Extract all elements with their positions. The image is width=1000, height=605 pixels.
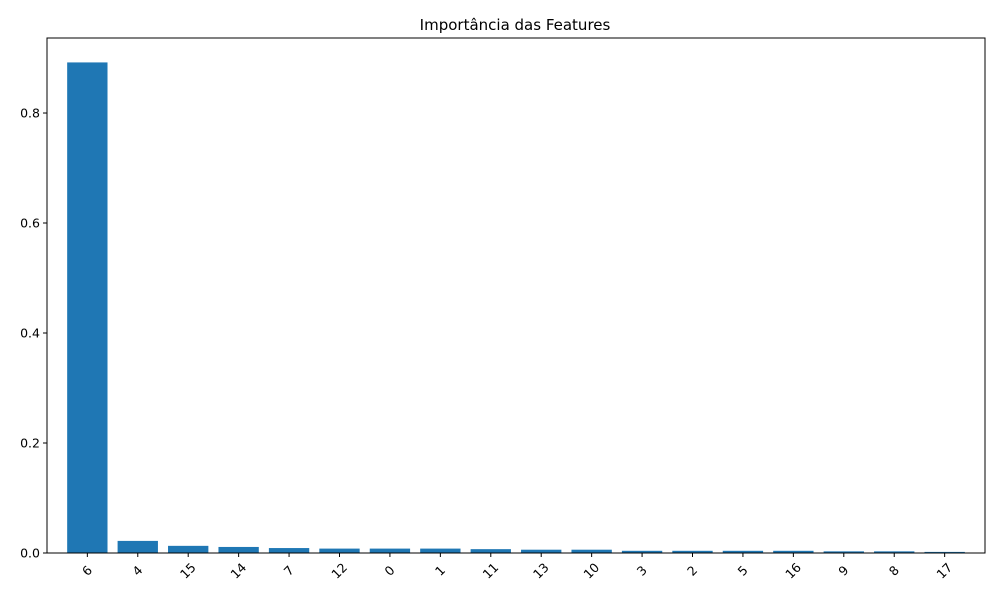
bar-3 xyxy=(621,550,663,553)
x-tick-label: 9 xyxy=(835,562,851,578)
bar-6 xyxy=(67,62,108,554)
x-tick-label: 4 xyxy=(129,562,145,578)
x-tick-label: 11 xyxy=(480,560,502,582)
bar-13 xyxy=(521,549,562,553)
x-tick-label: 0 xyxy=(381,562,397,578)
x-tick-label: 5 xyxy=(734,563,750,579)
y-tick-label: 0.8 xyxy=(20,106,40,121)
x-tick-label: 12 xyxy=(328,560,350,582)
x-tick-label: 13 xyxy=(530,560,552,582)
bar-16 xyxy=(773,550,814,553)
bar-2 xyxy=(672,550,713,553)
bar-12 xyxy=(319,548,360,553)
chart-title: Importância das Features xyxy=(420,16,611,34)
x-tick-label: 3 xyxy=(634,563,650,579)
bar-17 xyxy=(924,551,965,553)
y-axis-ticks: 0.0 0.2 0.4 0.6 0.8 xyxy=(20,106,47,561)
y-tick-label: 0.6 xyxy=(20,216,40,231)
bar-14 xyxy=(218,546,259,553)
x-tick-label: 17 xyxy=(933,560,955,582)
bars-layer xyxy=(67,62,965,554)
x-axis-ticks: 6 4 15 14 7 12 0 1 11 13 10 3 2 5 16 9 8 17 xyxy=(79,553,955,582)
bar-15 xyxy=(168,545,209,553)
bar-4 xyxy=(117,540,158,553)
x-tick-label: 7 xyxy=(281,563,297,579)
bar-5 xyxy=(722,550,764,553)
x-tick-label: 2 xyxy=(684,563,700,579)
x-tick-label: 1 xyxy=(432,563,448,579)
y-tick-label: 0.2 xyxy=(20,436,40,451)
plot-frame xyxy=(46,37,986,554)
bar-11 xyxy=(470,549,511,553)
x-tick-label: 16 xyxy=(782,560,804,582)
x-tick-label: 14 xyxy=(227,560,249,582)
bar-1 xyxy=(420,548,461,553)
bar-10 xyxy=(571,549,612,553)
bar-9 xyxy=(823,551,864,553)
y-tick-label: 0.4 xyxy=(20,326,40,341)
x-tick-label: 6 xyxy=(79,562,95,578)
x-tick-label: 10 xyxy=(580,560,602,582)
y-tick-label: 0.0 xyxy=(20,546,40,561)
x-tick-label: 15 xyxy=(177,560,199,582)
bar-0 xyxy=(369,548,411,553)
bar-8 xyxy=(874,551,915,553)
bar-7 xyxy=(268,548,310,553)
x-tick-label: 8 xyxy=(886,562,902,578)
